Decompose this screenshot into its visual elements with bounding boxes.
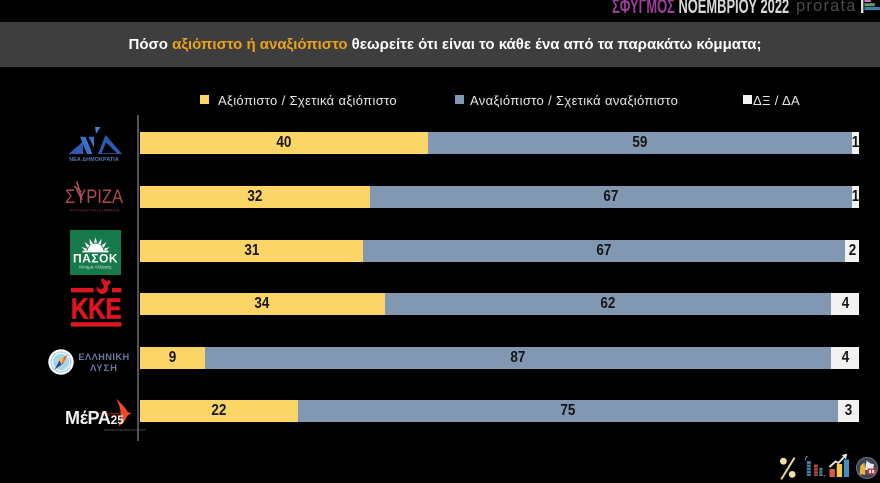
- svg-text:KKE: KKE: [71, 294, 122, 326]
- svg-text:ΠΑΣΟΚ: ΠΑΣΟΚ: [73, 252, 118, 266]
- svg-text:Κίνημα Αλλαγής: Κίνημα Αλλαγής: [79, 264, 112, 270]
- svg-text:ΠΡΟΟΔΕΥΤΙΚΗ ΣΥΜΜΑΧΙΑ: ΠΡΟΟΔΕΥΤΙΚΗ ΣΥΜΜΑΧΙΑ: [70, 209, 120, 213]
- svg-text:ΝΕΑ ΔΗΜΟΚΡΑΤΙΑ: ΝΕΑ ΔΗΜΟΚΡΑΤΙΑ: [69, 157, 119, 163]
